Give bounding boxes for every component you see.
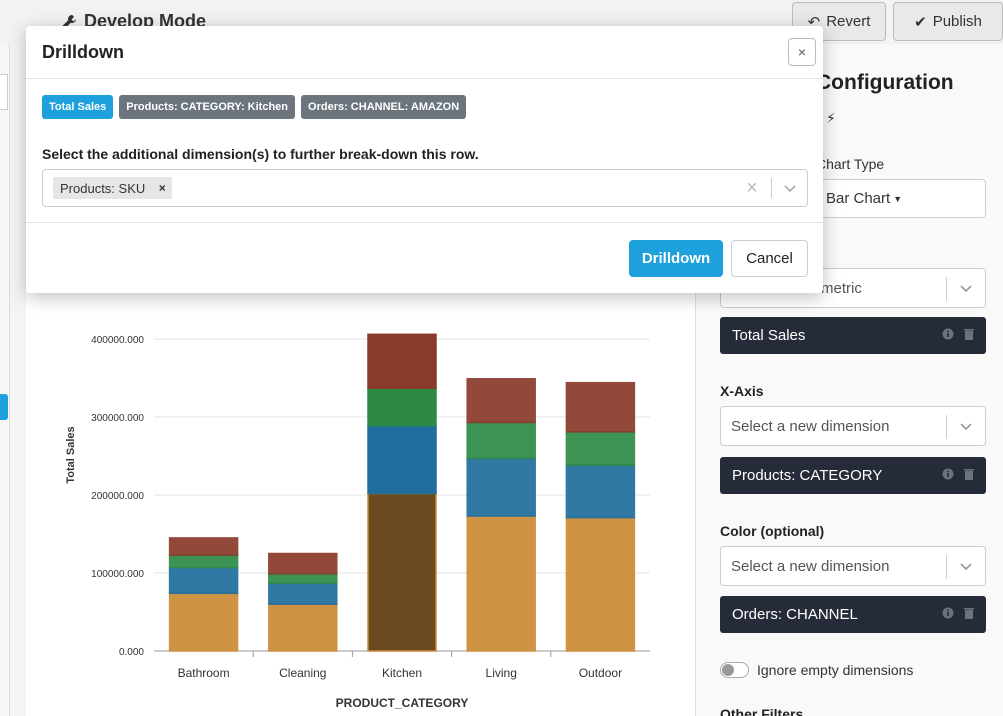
left-sidebar-input[interactable] — [0, 74, 8, 110]
drilldown-badges: Total Sales Products: CATEGORY: Kitchen … — [42, 95, 467, 119]
bar-segment — [466, 378, 536, 424]
bar-segment — [367, 492, 437, 652]
trash-icon[interactable] — [964, 468, 974, 480]
metric-chip-label: Total Sales — [732, 327, 806, 344]
separator — [946, 415, 947, 439]
bar-segment — [367, 333, 437, 389]
color-select[interactable]: Select a new dimension — [720, 546, 986, 586]
y-tick-label: 200000.000 — [91, 491, 144, 502]
bar-segment — [268, 603, 338, 652]
cancel-button[interactable]: Cancel — [731, 240, 808, 277]
xaxis-chip-label: Products: CATEGORY — [732, 467, 883, 484]
xaxis-select[interactable]: Select a new dimension — [720, 406, 986, 446]
badge-channel-filter: Orders: CHANNEL: AMAZON — [301, 95, 467, 119]
wrench-icon — [62, 14, 76, 29]
trash-icon[interactable] — [964, 328, 974, 340]
x-tick-label: Kitchen — [382, 666, 422, 680]
close-button[interactable]: × — [788, 38, 816, 66]
info-icon[interactable] — [942, 468, 954, 480]
chevron-down-icon — [960, 285, 972, 293]
bar-segment — [168, 566, 239, 595]
separator — [946, 277, 947, 301]
revert-label: Revert — [826, 13, 871, 30]
left-sidebar — [0, 44, 10, 716]
badge-metric: Total Sales — [42, 95, 114, 119]
tag-label: Products: SKU — [60, 180, 146, 196]
xaxis-chip[interactable]: Products: CATEGORY — [720, 457, 986, 494]
chevron-down-icon[interactable] — [783, 181, 797, 195]
x-tick-label: Bathroom — [178, 666, 230, 680]
x-tick-label: Outdoor — [579, 666, 622, 680]
instruction-text: Select the additional dimension(s) to fu… — [42, 146, 479, 162]
tag-remove-icon[interactable]: × — [158, 181, 166, 195]
x-axis-title: PRODUCT_CATEGORY — [336, 696, 469, 710]
color-chip[interactable]: Orders: CHANNEL — [720, 596, 986, 633]
y-tick-label: 400000.000 — [91, 335, 144, 346]
bolt-icon[interactable]: ⚡ — [826, 110, 836, 126]
trash-icon[interactable] — [964, 607, 974, 619]
info-icon[interactable] — [942, 607, 954, 619]
chart-type-label: Chart Type — [816, 156, 885, 172]
dimension-multiselect[interactable]: Products: SKU × × — [42, 169, 808, 207]
y-tick-label: 100000.000 — [91, 569, 144, 580]
left-sidebar-button[interactable] — [0, 394, 8, 420]
drilldown-modal: Drilldown × Total Sales Products: CATEGO… — [26, 26, 823, 293]
selected-dimension-tag: Products: SKU × — [53, 177, 173, 199]
bar-segment — [466, 515, 536, 652]
bar-segment — [565, 381, 636, 433]
y-tick-label: 0.000 — [119, 647, 144, 658]
publish-label: Publish — [932, 13, 982, 30]
xaxis-placeholder: Select a new dimension — [731, 417, 890, 435]
footer-divider — [26, 222, 823, 223]
other-filters-label: Other Filters — [720, 706, 804, 716]
y-tick-label: 300000.000 — [91, 413, 144, 424]
modal-title: Drilldown — [42, 42, 124, 62]
color-chip-label: Orders: CHANNEL — [732, 606, 858, 623]
ignore-empty-label: Ignore empty dimensions — [757, 662, 914, 678]
caret-down-icon: ▼ — [893, 193, 903, 204]
clear-icon[interactable]: × — [746, 177, 758, 199]
x-tick-label: Living — [486, 666, 517, 680]
bar-chart: 0.000 100000.000 200000.000 300000.000 40000… — [65, 333, 650, 710]
chevron-down-icon — [960, 563, 972, 571]
bar-segment — [466, 421, 536, 460]
info-icon[interactable] — [942, 328, 954, 340]
chart-type-value: Bar Chart — [826, 190, 891, 207]
x-tick-label: Cleaning — [279, 666, 326, 680]
ignore-empty-toggle[interactable] — [720, 662, 749, 678]
publish-button[interactable]: ✔ Publish — [893, 2, 1003, 41]
drilldown-button[interactable]: Drilldown — [629, 240, 723, 277]
bar-segment — [268, 552, 338, 575]
modal-header: Drilldown × — [26, 26, 823, 79]
xaxis-label: X-Axis — [720, 383, 764, 399]
bar-segment — [168, 592, 239, 652]
y-axis-title: Total Sales — [65, 426, 77, 483]
separator — [771, 178, 772, 198]
bar-segment — [367, 424, 437, 495]
check-icon: ✔ — [914, 13, 927, 31]
metric-chip[interactable]: Total Sales — [720, 317, 986, 354]
badge-category-filter: Products: CATEGORY: Kitchen — [119, 95, 296, 119]
color-label: Color (optional) — [720, 523, 825, 539]
configuration-heading: Configuration — [816, 71, 954, 94]
bar-segment — [565, 516, 636, 652]
color-placeholder: Select a new dimension — [731, 557, 890, 575]
bar-segment — [168, 537, 239, 556]
chevron-down-icon — [960, 423, 972, 431]
bar-segment — [565, 431, 636, 467]
separator — [946, 555, 947, 579]
